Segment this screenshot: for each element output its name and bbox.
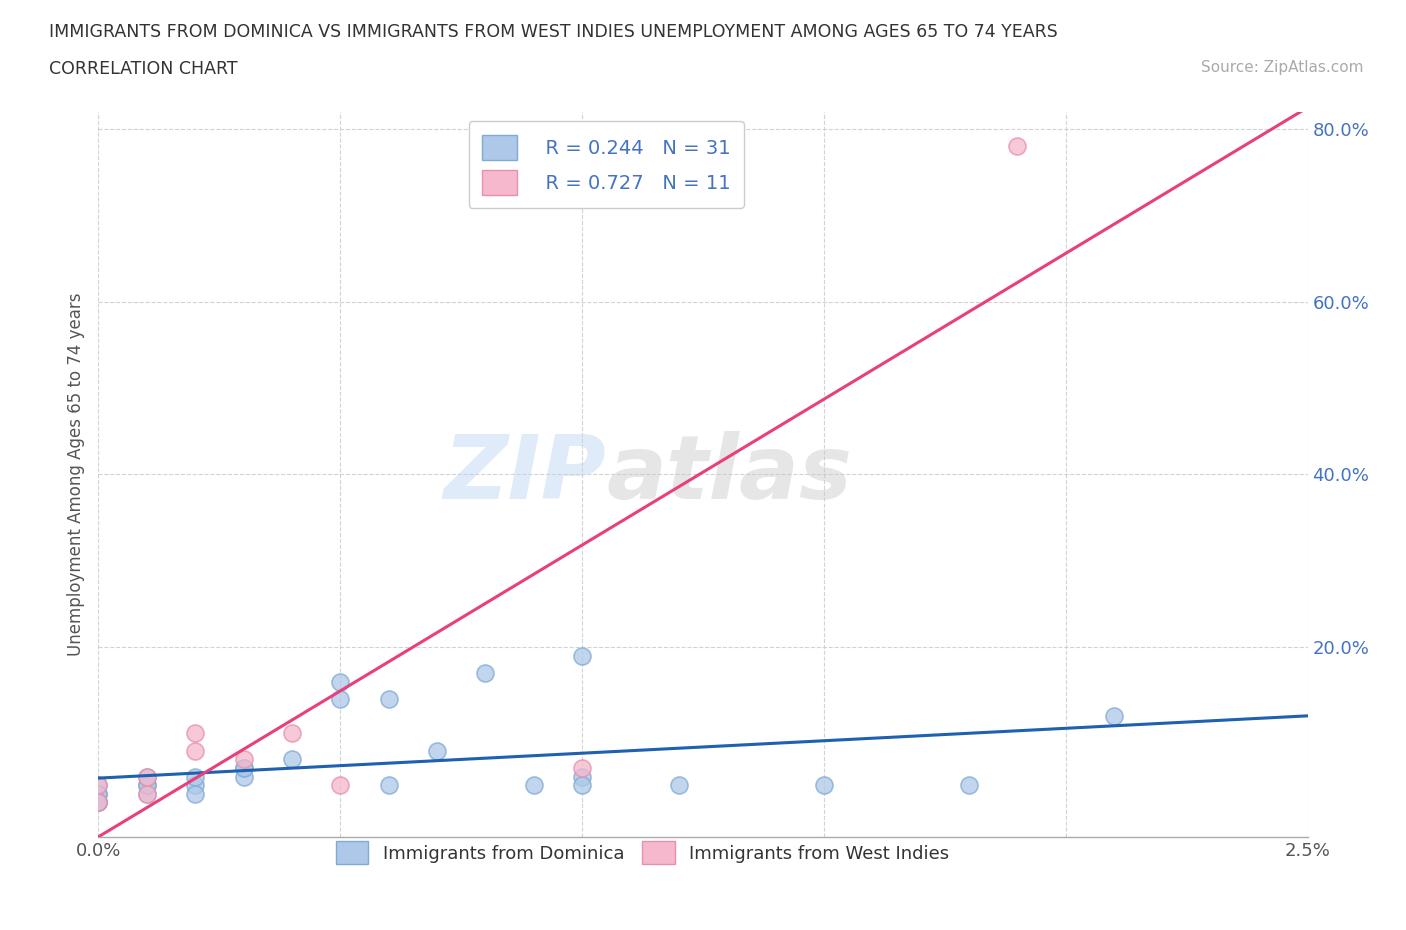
Text: atlas: atlas	[606, 431, 852, 518]
Text: IMMIGRANTS FROM DOMINICA VS IMMIGRANTS FROM WEST INDIES UNEMPLOYMENT AMONG AGES : IMMIGRANTS FROM DOMINICA VS IMMIGRANTS F…	[49, 23, 1057, 41]
Point	[87, 777, 110, 792]
Point	[571, 777, 593, 792]
Point	[571, 761, 593, 776]
Point	[329, 777, 352, 792]
Point	[957, 777, 980, 792]
Y-axis label: Unemployment Among Ages 65 to 74 years: Unemployment Among Ages 65 to 74 years	[66, 293, 84, 656]
Point	[426, 743, 449, 758]
Legend: Immigrants from Dominica, Immigrants from West Indies: Immigrants from Dominica, Immigrants fro…	[329, 834, 956, 871]
Point	[474, 666, 496, 681]
Point	[232, 769, 254, 784]
Point	[571, 648, 593, 663]
Point	[135, 777, 157, 792]
Text: ZIP: ZIP	[443, 431, 606, 518]
Point	[571, 769, 593, 784]
Point	[232, 761, 254, 776]
Point	[87, 795, 110, 810]
Point	[87, 795, 110, 810]
Point	[329, 674, 352, 689]
Point	[184, 726, 207, 741]
Point	[184, 743, 207, 758]
Point	[232, 751, 254, 766]
Text: Source: ZipAtlas.com: Source: ZipAtlas.com	[1201, 60, 1364, 75]
Point	[87, 787, 110, 802]
Point	[281, 751, 304, 766]
Point	[329, 691, 352, 706]
Point	[87, 787, 110, 802]
Point	[184, 787, 207, 802]
Point	[232, 761, 254, 776]
Point	[135, 787, 157, 802]
Point	[668, 777, 690, 792]
Point	[281, 726, 304, 741]
Point	[135, 769, 157, 784]
Point	[184, 769, 207, 784]
Point	[1007, 139, 1029, 153]
Point	[377, 691, 399, 706]
Point	[135, 777, 157, 792]
Point	[1102, 709, 1125, 724]
Point	[87, 777, 110, 792]
Point	[87, 795, 110, 810]
Text: CORRELATION CHART: CORRELATION CHART	[49, 60, 238, 78]
Point	[135, 769, 157, 784]
Point	[87, 795, 110, 810]
Point	[184, 777, 207, 792]
Point	[135, 787, 157, 802]
Point	[523, 777, 546, 792]
Point	[813, 777, 835, 792]
Point	[377, 777, 399, 792]
